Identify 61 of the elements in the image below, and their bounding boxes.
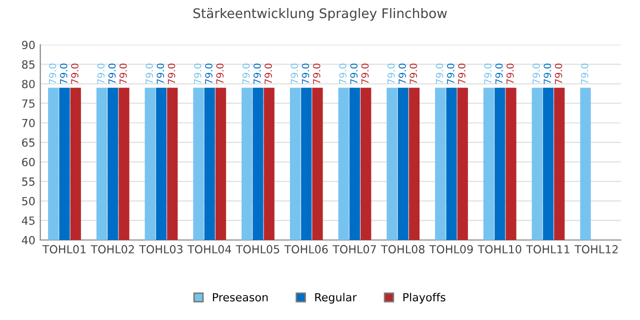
data-label: 79.0 xyxy=(302,64,310,84)
x-tick-label: TOHL01 xyxy=(42,245,86,254)
data-label: 79.0 xyxy=(312,64,320,84)
legend-label: Regular xyxy=(315,292,357,304)
data-label: 79.0 xyxy=(194,64,202,84)
data-label: 79.0 xyxy=(264,64,272,84)
x-tick-label: TOHL11 xyxy=(526,245,570,254)
legend-label: Preseason xyxy=(212,293,268,302)
x-tick-label: TOHL05 xyxy=(236,245,280,254)
data-label: 79.0 xyxy=(387,64,395,84)
data-label: 79.0 xyxy=(506,64,514,84)
y-tick-label: 70 xyxy=(22,118,35,128)
data-label: 79.0 xyxy=(108,64,116,84)
chart-title: Stärkeentwicklung Spragley Flinchbow xyxy=(193,8,447,21)
data-label: 79.0 xyxy=(554,64,562,84)
data-label: 79.0 xyxy=(495,64,503,84)
data-label: 79.0 xyxy=(71,64,78,84)
data-label: 79.0 xyxy=(484,64,492,84)
x-tick-label: TOHL08 xyxy=(380,245,424,254)
data-label: 79.0 xyxy=(242,64,250,84)
x-tick-label: TOHL12 xyxy=(574,245,618,254)
data-label: 79.0 xyxy=(544,64,552,84)
x-tick-label: TOHL10 xyxy=(478,245,522,254)
data-label: 79.0 xyxy=(97,64,105,84)
y-tick-label: 45 xyxy=(22,216,34,225)
data-label: 79.0 xyxy=(339,64,346,84)
y-tick-label: 85 xyxy=(22,60,34,69)
data-label: 79.0 xyxy=(350,64,358,84)
data-label: 79.0 xyxy=(446,64,454,84)
y-tick-label: 75 xyxy=(22,99,34,108)
data-label: 79.0 xyxy=(361,64,369,84)
data-label: 79.0 xyxy=(580,64,588,84)
data-label: 79.0 xyxy=(436,64,444,84)
y-tick-label: 60 xyxy=(22,158,35,166)
data-label: 79.0 xyxy=(410,64,418,84)
y-tick-label: 90 xyxy=(22,40,35,50)
data-label: 79.0 xyxy=(458,64,466,84)
data-label: 79.0 xyxy=(156,64,164,84)
x-tick-label: TOHL06 xyxy=(284,245,328,254)
y-tick-label: 50 xyxy=(22,196,35,206)
x-tick-label: TOHL04 xyxy=(187,245,232,254)
data-label: 79.0 xyxy=(168,64,176,84)
data-label: 79.0 xyxy=(60,64,68,84)
x-tick-label: TOHL09 xyxy=(429,245,473,254)
x-tick-label: TOHL02 xyxy=(90,245,134,254)
x-tick-label: TOHL07 xyxy=(332,245,376,254)
data-label: 79.0 xyxy=(216,64,224,84)
legend-label: Playoffs xyxy=(403,292,446,304)
data-label: 79.0 xyxy=(253,64,261,84)
y-tick-label: 40 xyxy=(22,236,35,244)
data-label: 79.0 xyxy=(119,64,127,84)
y-tick-label: 80 xyxy=(22,80,35,88)
data-label: 79.0 xyxy=(290,64,298,84)
data-label: 79.0 xyxy=(398,64,406,84)
data-label: 79.0 xyxy=(48,64,56,84)
x-tick-label: TOHL03 xyxy=(139,245,182,254)
data-label: 79.0 xyxy=(205,64,212,84)
data-label: 79.0 xyxy=(146,64,153,84)
y-tick-label: 65 xyxy=(22,138,34,147)
data-label: 79.0 xyxy=(532,64,540,84)
y-tick-label: 55 xyxy=(22,178,34,186)
